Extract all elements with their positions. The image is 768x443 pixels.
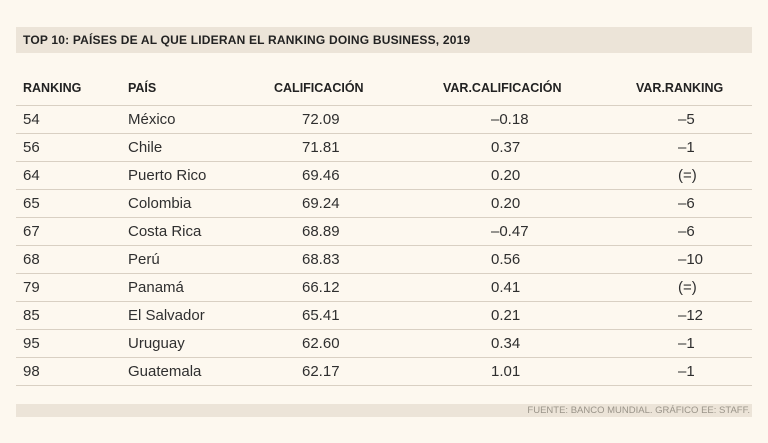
header-pais: PAÍS bbox=[128, 81, 157, 95]
cell-pais: Costa Rica bbox=[128, 223, 202, 240]
cell-ranking: 54 bbox=[23, 111, 40, 128]
header-calificacion: CALIFICACIÓN bbox=[274, 81, 364, 95]
table-header-row: RANKING PAÍS CALIFICACIÓN VAR.CALIFICACI… bbox=[16, 70, 752, 106]
cell-ranking: 95 bbox=[23, 335, 40, 352]
cell-ranking: 68 bbox=[23, 251, 40, 268]
cell-pais: México bbox=[128, 111, 176, 128]
cell-ranking: 85 bbox=[23, 307, 40, 324]
cell-ranking: 56 bbox=[23, 139, 40, 156]
cell-pais: Uruguay bbox=[128, 335, 185, 352]
header-var-calificacion: VAR.CALIFICACIÓN bbox=[443, 81, 562, 95]
table-body: 54 México 72.09 –0.18 –5 56 Chile 71.81 0.37 –1 64… bbox=[16, 106, 752, 386]
cell-ranking: 64 bbox=[23, 167, 40, 184]
cell-ranking: 65 bbox=[23, 195, 40, 212]
cell-pais: El Salvador bbox=[128, 307, 205, 324]
source-note: FUENTE: BANCO MUNDIAL. GRÁFICO EE: STAFF… bbox=[16, 404, 752, 417]
table-row: 85 El Salvador 65.41 0.21 –12 bbox=[16, 302, 752, 330]
header-ranking: RANKING bbox=[23, 81, 82, 95]
cell-pais: Guatemala bbox=[128, 363, 202, 380]
table-row: 64 Puerto Rico 69.46 0.20 (=) bbox=[16, 162, 752, 190]
cell-pais: Panamá bbox=[128, 279, 184, 296]
table-row: 67 Costa Rica 68.89 –0.47 –6 bbox=[16, 218, 752, 246]
cell-pais: Colombia bbox=[128, 195, 192, 212]
cell-ranking: 79 bbox=[23, 279, 40, 296]
cell-ranking: 67 bbox=[23, 223, 40, 240]
table-row: 79 Panamá 66.12 0.41 (=) bbox=[16, 274, 752, 302]
cell-ranking: 98 bbox=[23, 363, 40, 380]
table-row: 56 Chile 71.81 0.37 –1 bbox=[16, 134, 752, 162]
table-row: 68 Perú 68.83 0.56 –10 bbox=[16, 246, 752, 274]
table-row: 98 Guatemala 62.17 1.01 –1 bbox=[16, 358, 752, 386]
table-row: 54 México 72.09 –0.18 –5 bbox=[16, 106, 752, 134]
ranking-table: RANKING PAÍS CALIFICACIÓN VAR.CALIFICACI… bbox=[16, 70, 752, 386]
table-row: 95 Uruguay 62.60 0.34 –1 bbox=[16, 330, 752, 358]
cell-pais: Chile bbox=[128, 139, 163, 156]
cell-pais: Perú bbox=[128, 251, 160, 268]
table-row: 65 Colombia 69.24 0.20 –6 bbox=[16, 190, 752, 218]
cell-pais: Puerto Rico bbox=[128, 167, 207, 184]
header-var-ranking: VAR.RANKING bbox=[636, 81, 724, 95]
table-title: TOP 10: PAÍSES DE AL QUE LIDERAN EL RANK… bbox=[16, 27, 752, 53]
